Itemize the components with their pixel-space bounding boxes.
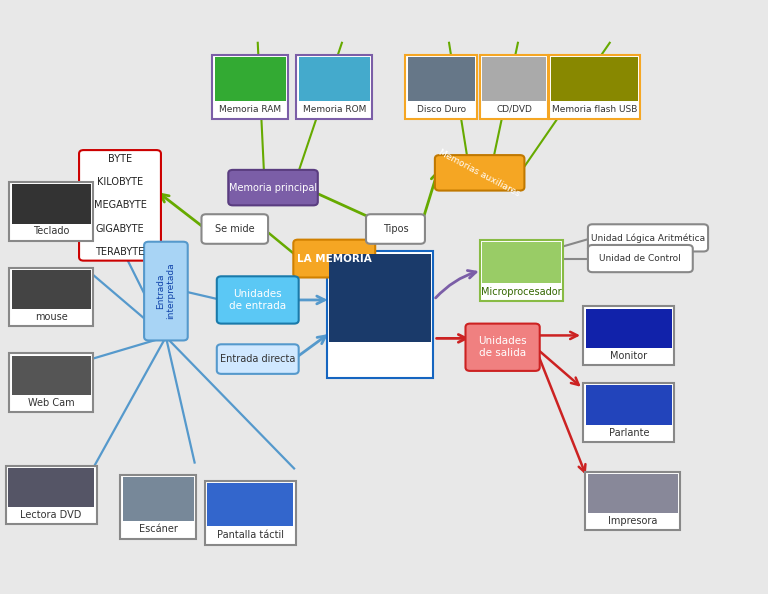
FancyBboxPatch shape [123, 477, 194, 520]
FancyBboxPatch shape [201, 214, 268, 244]
FancyBboxPatch shape [480, 55, 548, 119]
Text: Unidad Lógica Aritmética: Unidad Lógica Aritmética [591, 233, 705, 242]
FancyBboxPatch shape [327, 251, 433, 378]
FancyBboxPatch shape [5, 466, 97, 525]
FancyBboxPatch shape [8, 468, 94, 507]
FancyBboxPatch shape [465, 324, 540, 371]
Text: Tipos: Tipos [382, 224, 409, 234]
Text: Parlante: Parlante [608, 428, 649, 438]
FancyBboxPatch shape [12, 356, 91, 395]
Text: Entrada
interpretada: Entrada interpretada [156, 263, 176, 320]
FancyBboxPatch shape [217, 276, 299, 324]
FancyBboxPatch shape [435, 155, 525, 191]
FancyBboxPatch shape [12, 270, 91, 309]
FancyBboxPatch shape [551, 57, 637, 101]
Text: Microprocesador: Microprocesador [482, 287, 562, 296]
FancyBboxPatch shape [482, 57, 546, 101]
Text: Unidades
de salida: Unidades de salida [478, 336, 527, 358]
Text: Unidad de Control: Unidad de Control [600, 254, 681, 263]
FancyBboxPatch shape [299, 57, 370, 101]
FancyBboxPatch shape [585, 472, 680, 530]
FancyBboxPatch shape [217, 345, 299, 374]
FancyBboxPatch shape [588, 225, 708, 251]
FancyBboxPatch shape [480, 239, 564, 301]
Text: Memoria ROM: Memoria ROM [303, 105, 366, 114]
Text: Web Cam: Web Cam [28, 398, 74, 408]
Text: Escáner: Escáner [139, 525, 177, 534]
Text: Disco Duro: Disco Duro [417, 105, 466, 114]
FancyBboxPatch shape [212, 55, 288, 119]
Text: Se mide: Se mide [215, 224, 255, 234]
FancyBboxPatch shape [296, 55, 372, 119]
FancyBboxPatch shape [79, 150, 161, 261]
Text: Memoria flash USB: Memoria flash USB [551, 105, 637, 114]
FancyBboxPatch shape [144, 242, 187, 340]
Text: Impresora: Impresora [608, 516, 657, 526]
Text: Memoria RAM: Memoria RAM [219, 105, 281, 114]
Text: CD/DVD: CD/DVD [496, 105, 532, 114]
FancyBboxPatch shape [549, 55, 640, 119]
Text: Monitor: Monitor [611, 350, 647, 361]
FancyBboxPatch shape [586, 386, 672, 425]
Text: Memorias auxiliares: Memorias auxiliares [438, 147, 521, 198]
Text: Teclado: Teclado [33, 226, 69, 236]
FancyBboxPatch shape [9, 182, 93, 241]
Text: mouse: mouse [35, 312, 68, 322]
Text: Lectora DVD: Lectora DVD [21, 510, 82, 520]
FancyBboxPatch shape [408, 57, 475, 101]
Text: LA MEMORIA: LA MEMORIA [297, 254, 372, 264]
Text: COMPUTADORA: COMPUTADORA [335, 355, 425, 365]
FancyBboxPatch shape [9, 268, 93, 326]
FancyBboxPatch shape [329, 254, 431, 342]
Text: Pantalla táctil: Pantalla táctil [217, 530, 283, 540]
Text: Entrada directa: Entrada directa [220, 354, 296, 364]
Text: BYTE

KILOBYTE

MEGABYTE

GIGABYTE

TERABYTE: BYTE KILOBYTE MEGABYTE GIGABYTE TERABYTE [94, 154, 147, 257]
FancyBboxPatch shape [12, 184, 91, 223]
FancyBboxPatch shape [293, 239, 376, 277]
FancyBboxPatch shape [207, 483, 293, 526]
FancyBboxPatch shape [584, 306, 674, 365]
FancyBboxPatch shape [482, 242, 561, 283]
FancyBboxPatch shape [366, 214, 425, 244]
FancyBboxPatch shape [214, 57, 286, 101]
FancyBboxPatch shape [121, 475, 196, 539]
FancyBboxPatch shape [406, 55, 478, 119]
FancyBboxPatch shape [584, 383, 674, 441]
FancyBboxPatch shape [9, 353, 93, 412]
Text: Unidades
de entrada: Unidades de entrada [229, 289, 286, 311]
FancyBboxPatch shape [228, 170, 318, 206]
FancyBboxPatch shape [204, 481, 296, 545]
FancyBboxPatch shape [588, 474, 678, 513]
Text: Memoria principal: Memoria principal [229, 182, 317, 192]
FancyBboxPatch shape [586, 308, 672, 347]
FancyBboxPatch shape [588, 245, 693, 272]
